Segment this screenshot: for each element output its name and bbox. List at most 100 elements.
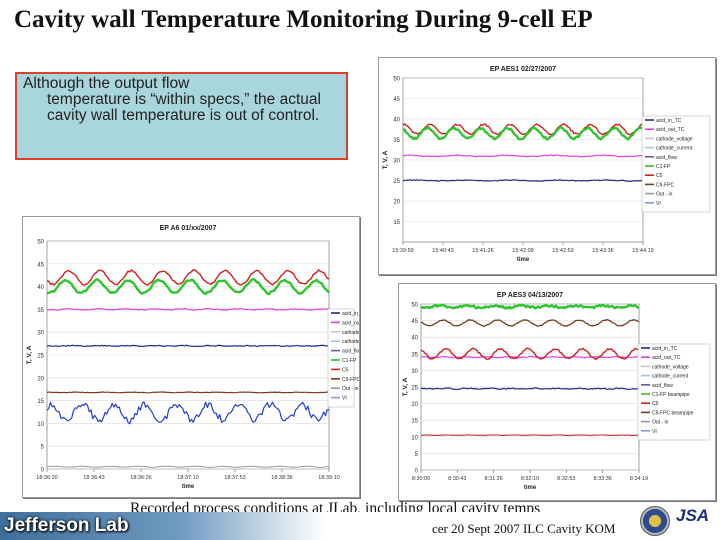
- y-tick-label: 25: [393, 179, 400, 185]
- doe-seal-icon: [640, 506, 670, 536]
- series-line-vi: [46, 401, 330, 425]
- y-tick-label: 5: [41, 445, 45, 451]
- x-tick-label: 15:41:26: [472, 248, 493, 254]
- chart-panel-aes1: EP AES1 02/27/2007 15 20 25 30 35 40 45 50 15:39:…: [378, 57, 716, 275]
- legend-box: [327, 308, 355, 408]
- y-tick-label: 25: [411, 386, 418, 392]
- series-line-acid-out-tc: [402, 154, 644, 158]
- legend-entry: acid_flow: [656, 155, 677, 161]
- legend-entry: Out - in: [342, 386, 359, 392]
- x-tick-label: 15:42:53: [552, 248, 573, 254]
- x-axis-label: time: [524, 485, 537, 491]
- legend-entry: Out - in: [652, 420, 669, 426]
- series-line-out-in: [46, 465, 330, 468]
- x-tick-label: 15:40:43: [432, 248, 453, 254]
- series-line-acid-out-tc: [420, 355, 640, 359]
- callout-line1: Although the output flow: [23, 75, 190, 92]
- x-tick-label: 18:36:43: [83, 475, 104, 481]
- series-line-out-in: [420, 434, 640, 436]
- y-tick-label: 45: [37, 262, 44, 268]
- series-line-c1-fp: [46, 277, 330, 296]
- y-tick-label: 20: [37, 376, 44, 382]
- footer-note: cer 20 Sept 2007 ILC Cavity KOM: [432, 521, 616, 536]
- x-tick-label: 8:31:26: [484, 476, 502, 482]
- x-tick-label: 8:34:19: [630, 476, 648, 482]
- legend-entry: C9-FPC beampipe: [652, 410, 694, 416]
- y-tick-label: 30: [37, 331, 44, 337]
- y-tick-label: 40: [411, 336, 418, 342]
- y-tick-label: 30: [393, 159, 400, 165]
- x-axis-label: time: [517, 257, 530, 263]
- series-line-c5: [402, 122, 644, 136]
- legend-entry: cathode_voltage: [342, 330, 359, 336]
- legend-box: [637, 343, 711, 441]
- x-tick-label: 15:42:09: [512, 248, 533, 254]
- series-line-acid-in-tc: [402, 179, 644, 182]
- legend-entry: C1-FP beampipe: [652, 392, 690, 398]
- y-tick-label: 40: [37, 285, 44, 291]
- legend-entry: acid_in_TC: [656, 118, 682, 124]
- series-line-c1-fp: [402, 125, 644, 141]
- legend-entry: C5: [656, 173, 663, 179]
- x-tick-label: 8:33:36: [593, 476, 611, 482]
- legend-entry: cathode_current: [342, 339, 359, 345]
- legend-entry: Out - in: [656, 192, 673, 198]
- y-tick-label: 0: [415, 469, 419, 475]
- jsa-logo: JSA: [676, 506, 710, 525]
- legend-entry: acid_out_TC: [652, 355, 681, 361]
- y-tick-label: 5: [415, 452, 419, 458]
- series-line-c9-fpc: [46, 391, 330, 394]
- legend-entry: VI: [342, 396, 347, 402]
- y-axis-label: T, V, A: [402, 377, 409, 396]
- y-tick-label: 50: [393, 77, 400, 83]
- x-tick-label: 18:37:10: [177, 475, 198, 481]
- chart-title: EP AES3 04/13/2007: [497, 292, 563, 299]
- y-tick-label: 10: [411, 435, 418, 441]
- series-line-acid-out-tc: [46, 307, 330, 311]
- y-tick-label: 35: [393, 138, 400, 144]
- legend-entry: VI: [652, 429, 657, 435]
- x-tick-label: 18:39:10: [318, 475, 339, 481]
- legend-entry: acid_in_TC: [652, 346, 678, 352]
- legend-entry: acid_out_TC: [342, 320, 359, 326]
- legend-entry: C5: [652, 401, 659, 407]
- chart-aes1: EP AES1 02/27/2007 15 20 25 30 35 40 45 50 15:39:…: [382, 66, 711, 263]
- chart-panel-aes3: EP AES3 04/13/2007 0 5 10 15 20 25 30 35 40 45 50 8:…: [398, 283, 716, 501]
- x-tick-label: 8:32:53: [557, 476, 575, 482]
- x-tick-label: 15:44:19: [632, 248, 653, 254]
- callout-box: Although the output flow temperature is …: [15, 72, 348, 160]
- legend-entry: C5: [342, 367, 349, 373]
- chart-aes3: EP AES3 04/13/2007 0 5 10 15 20 25 30 35 40 45 50 8:…: [402, 292, 711, 491]
- x-tick-label: 15:43:36: [592, 248, 613, 254]
- series-line-acid-in-tc: [420, 387, 640, 391]
- y-tick-label: 15: [393, 220, 400, 226]
- series-line-c1-fp-beampipe: [420, 303, 640, 310]
- legend-entry: cathode_current: [652, 374, 689, 380]
- legend-entry: C9-FPC: [656, 182, 674, 188]
- x-tick-label: 18:36:20: [36, 475, 57, 481]
- series-line-c9-fpc-beampipe: [421, 318, 640, 328]
- series-line-c5: [46, 269, 330, 286]
- y-tick-label: 45: [393, 97, 400, 103]
- legend-entry: C9-FPC: [342, 377, 359, 383]
- x-tick-label: 8:30:00: [412, 476, 430, 482]
- slide-title: Cavity wall Temperature Monitoring Durin…: [14, 6, 593, 33]
- y-tick-label: 0: [41, 468, 45, 474]
- y-tick-label: 45: [411, 319, 418, 325]
- y-tick-label: 50: [411, 303, 418, 309]
- y-tick-label: 15: [411, 419, 418, 425]
- legend-box: [641, 115, 711, 213]
- x-tick-label: 18:36:26: [130, 475, 151, 481]
- y-axis-label: T, V, A: [382, 150, 389, 169]
- callout-rest: temperature is “within specs,” the actua…: [47, 91, 321, 124]
- legend-entry: C1-FP: [342, 358, 357, 364]
- chart-panel-a6: EP A6 01/xx/2007 0 5 10 15 20 25 30 35 40 45 50 18:3…: [22, 216, 360, 498]
- legend-entry: cathode_voltage: [656, 136, 693, 142]
- chart-title: EP A6 01/xx/2007: [160, 225, 217, 232]
- legend-entry: acid_flow: [342, 349, 359, 355]
- y-tick-label: 35: [37, 308, 44, 314]
- x-tick-label: 15:39:59: [392, 248, 413, 254]
- chart-a6: EP A6 01/xx/2007 0 5 10 15 20 25 30 35 40 45 50 18:3…: [26, 225, 359, 490]
- y-tick-label: 35: [411, 352, 418, 358]
- legend-entry: C1-FP: [656, 164, 671, 170]
